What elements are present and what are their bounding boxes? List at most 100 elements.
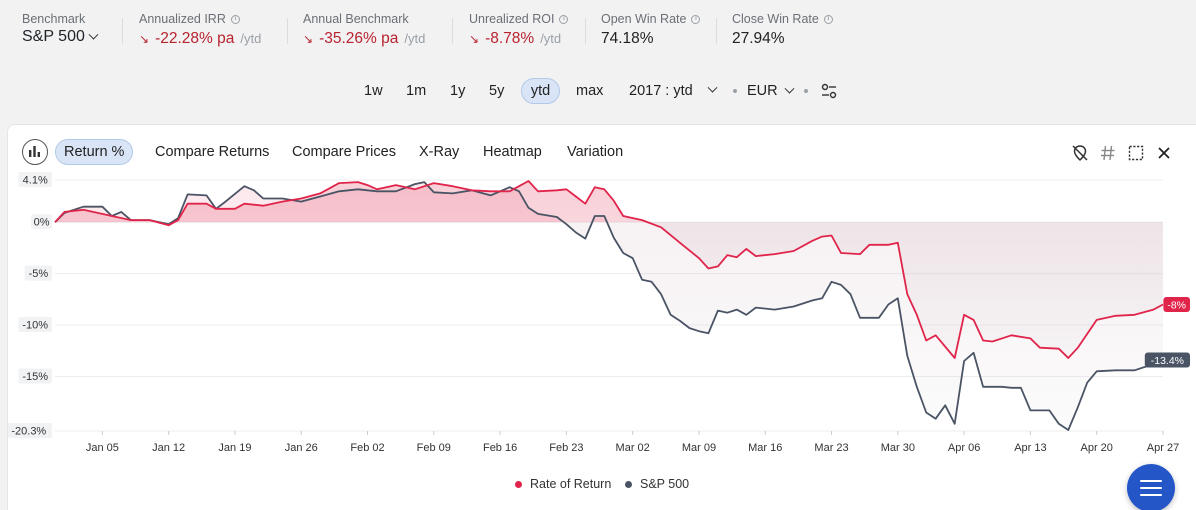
annual-benchmark-metric: Annual Benchmark ↘ -35.26% pa/ytd (303, 12, 425, 48)
roi-value: -8.78% (485, 30, 535, 47)
benchmark-selector[interactable]: S&P 500 (22, 28, 99, 46)
range-max-button[interactable]: max (576, 83, 604, 99)
info-icon[interactable]: i (691, 14, 701, 24)
end-label: -8% (1167, 299, 1186, 311)
separator-dot (733, 89, 737, 93)
period-select[interactable]: 2017 : ytd (621, 78, 701, 104)
annual-benchmark-label: Annual Benchmark (303, 12, 409, 26)
legend-item-rate[interactable]: Rate of Return (515, 477, 611, 491)
divider (287, 18, 288, 44)
y-tick-label: -5% (29, 268, 49, 280)
x-tick-label: Mar 09 (682, 442, 716, 454)
range-bar: 1w 1m 1y 5y ytd max 2017 : ytd EUR (0, 78, 1196, 106)
y-axis-ticks: 4.1% 0% -5% -10% -15% -20.3% (8, 172, 52, 438)
benchmark-metric: Benchmark S&P 500 (22, 12, 99, 46)
x-tick-label: Feb 16 (483, 442, 517, 454)
trend-down-icon: ↘ (469, 32, 480, 46)
x-tick-label: Jan 26 (285, 442, 318, 454)
tab-heatmap[interactable]: Heatmap (483, 144, 542, 160)
legend-label-rate: Rate of Return (530, 477, 612, 491)
y-tick-label: -15% (22, 371, 48, 383)
divider (122, 18, 123, 44)
divider (585, 18, 586, 44)
chart-fills (55, 181, 1163, 430)
info-icon[interactable]: i (823, 14, 833, 24)
close-icon[interactable] (1155, 144, 1173, 162)
range-5y-button[interactable]: 5y (489, 83, 505, 99)
chart-type-button[interactable] (22, 139, 48, 165)
irr-metric: Annualized IRR i ↘ -22.28% pa/ytd (139, 12, 261, 48)
series-end-labels: -8% -13.4% (1144, 296, 1190, 368)
x-tick-label: Mar 30 (881, 442, 915, 454)
x-tick-label: Apr 06 (948, 442, 980, 454)
settings-sliders-icon[interactable] (820, 83, 838, 99)
divider (716, 18, 717, 44)
x-tick-label: Jan 05 (86, 442, 119, 454)
menu-fab[interactable] (1127, 464, 1175, 510)
menu-bar (1140, 487, 1162, 490)
benchmark-label: Benchmark (22, 12, 86, 26)
series-line-sp500 (54, 181, 1164, 431)
menu-bar (1140, 494, 1162, 497)
x-tick-label: Mar 23 (814, 442, 848, 454)
trend-down-icon: ↘ (303, 32, 314, 46)
tab-compare-prices[interactable]: Compare Prices (292, 144, 396, 160)
end-label-bg (1144, 352, 1190, 368)
irr-label: Annualized IRR (139, 12, 226, 26)
open-win-metric: Open Win Rate i 74.18% (601, 12, 701, 48)
series-area-negative (55, 222, 1163, 430)
end-label-bg (1163, 296, 1190, 312)
benchmark-value: S&P 500 (22, 28, 85, 45)
range-1w-button[interactable]: 1w (364, 83, 383, 99)
x-tick-label: Mar 16 (748, 442, 782, 454)
tab-compare-returns[interactable]: Compare Returns (155, 144, 270, 160)
y-tick-label: -20.3% (11, 426, 46, 438)
y-tick-label-bg (8, 423, 52, 438)
return-chart[interactable]: 4.1%0%-5%-10%-15%-20.3% Jan 05 Jan 12 Jan … (8, 125, 1196, 470)
trend-down-icon: ↘ (139, 32, 150, 46)
chart-legend: Rate of Return S&P 500 (8, 477, 1196, 495)
info-icon[interactable]: i (559, 14, 569, 24)
x-tick-label: Mar 02 (616, 442, 650, 454)
open-win-label: Open Win Rate (601, 12, 687, 26)
legend-label-sp500: S&P 500 (640, 477, 690, 491)
open-win-value: 74.18% (601, 30, 654, 47)
hide-markers-icon[interactable] (1071, 144, 1089, 162)
select-area-icon[interactable] (1127, 144, 1145, 162)
metrics-bar: Benchmark S&P 500 Annualized IRR i ↘ -22.2… (0, 0, 1196, 60)
y-tick-label-bg (18, 368, 52, 384)
currency-select[interactable]: EUR (739, 78, 801, 104)
range-1m-button[interactable]: 1m (406, 83, 427, 99)
x-tick-label: Jan 19 (218, 442, 251, 454)
range-ytd-button[interactable]: ytd (521, 78, 560, 104)
chart-lines (54, 180, 1164, 431)
range-1y-button[interactable]: 1y (450, 83, 466, 99)
irr-value: -22.28% pa (155, 30, 235, 47)
annual-benchmark-suffix: /ytd (404, 31, 426, 46)
tab-variation[interactable]: Variation (567, 144, 624, 160)
roi-label: Unrealized ROI (469, 12, 555, 26)
legend-item-sp500[interactable]: S&P 500 (625, 477, 689, 491)
roi-suffix: /ytd (540, 31, 562, 46)
roi-metric: Unrealized ROI i ↘ -8.78% /ytd (469, 12, 569, 48)
divider (452, 18, 453, 44)
legend-swatch (625, 480, 632, 488)
menu-bar (1140, 480, 1162, 483)
y-tick-label-bg (18, 172, 52, 187)
chevron-down-icon[interactable] (707, 82, 718, 93)
y-tick-label: -10% (22, 320, 48, 332)
irr-suffix: /ytd (240, 31, 262, 46)
tab-x-ray[interactable]: X-Ray (419, 144, 460, 160)
chart-card: Return % Compare Returns Compare Prices … (7, 124, 1196, 510)
annual-benchmark-value: -35.26% pa (319, 30, 399, 47)
hash-icon[interactable] (1099, 144, 1117, 162)
separator-dot (804, 89, 808, 93)
y-tick-label-bg (18, 317, 52, 333)
x-tick-label: Feb 23 (549, 442, 583, 454)
series-area-positive (55, 182, 607, 223)
x-axis-ticks: Jan 05 Jan 12 Jan 19 Jan 26 Feb 02 Feb 09 Feb … (86, 431, 1179, 454)
tab-return-percent[interactable]: Return % (55, 139, 134, 165)
x-tick-label: Apr 20 (1080, 442, 1112, 454)
info-icon[interactable]: i (230, 14, 240, 24)
series-line-rate (54, 180, 1164, 359)
